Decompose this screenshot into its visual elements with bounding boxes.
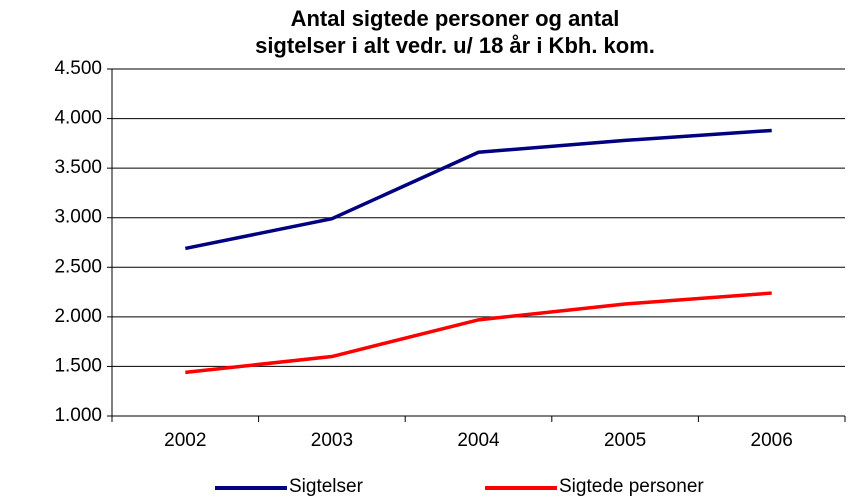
legend-label: Sigtelser <box>289 476 364 497</box>
y-tick-label: 1.000 <box>54 405 102 426</box>
y-tick-label: 1.500 <box>54 355 102 376</box>
y-tick-label: 2.000 <box>54 306 102 327</box>
x-tick-label: 2003 <box>311 430 353 451</box>
y-tick-label: 3.500 <box>54 157 102 178</box>
series-line <box>185 291 772 375</box>
x-tick-label: 2006 <box>751 430 793 451</box>
x-tick-label: 2002 <box>164 430 206 451</box>
chart-title: Antal sigtede personer og antal <box>291 6 620 31</box>
series-line <box>184 128 772 251</box>
y-tick-label: 2.500 <box>54 256 102 277</box>
chart-title: sigtelser i alt vedr. u/ 18 år i Kbh. ko… <box>255 33 655 58</box>
legend-label: Sigtede personer <box>559 476 704 497</box>
y-tick-label: 3.000 <box>54 207 102 228</box>
x-tick-label: 2005 <box>604 430 646 451</box>
x-tick-label: 2004 <box>457 430 500 451</box>
y-tick-label: 4.000 <box>54 108 102 129</box>
y-tick-label: 4.500 <box>54 58 102 79</box>
